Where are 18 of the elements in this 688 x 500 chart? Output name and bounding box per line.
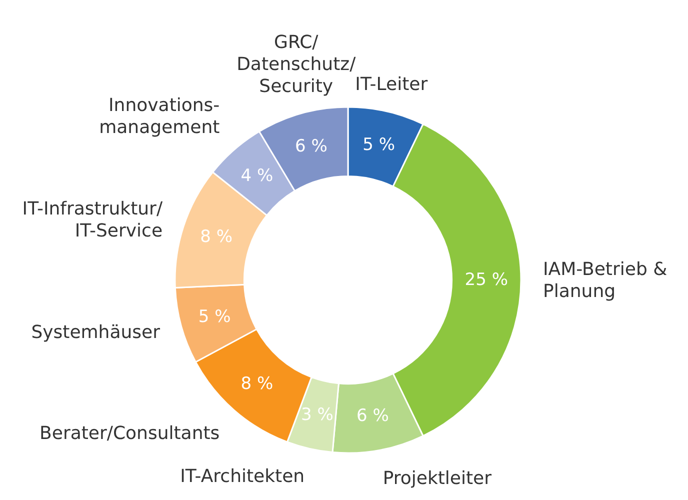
data-label: 3 % [301,404,334,425]
slice-label: Systemhäuser [31,322,161,343]
slice-label: Berater/Consultants [40,422,220,444]
slice-label: GRC/ Datenschutz/ Security [236,32,357,98]
slice-label: IT-Architekten [180,466,305,488]
data-label: 4 % [240,166,274,186]
data-label: 25 % [464,270,508,290]
slice-label: Innovations- management [99,95,220,138]
data-label: 5 % [362,135,395,156]
slice-label: IAM-Betrieb & Planung [543,259,668,302]
data-label: 5 % [198,306,231,327]
slice-label: IT-Leiter [355,74,428,95]
data-label: 8 % [200,227,233,248]
data-label: 6 % [294,136,328,157]
slice-label: Projektleiter [382,468,492,489]
data-label: 6 % [356,406,389,426]
slice-label: IT-Infrastruktur/ IT-Service [22,198,164,242]
data-label: 8 % [240,374,274,394]
